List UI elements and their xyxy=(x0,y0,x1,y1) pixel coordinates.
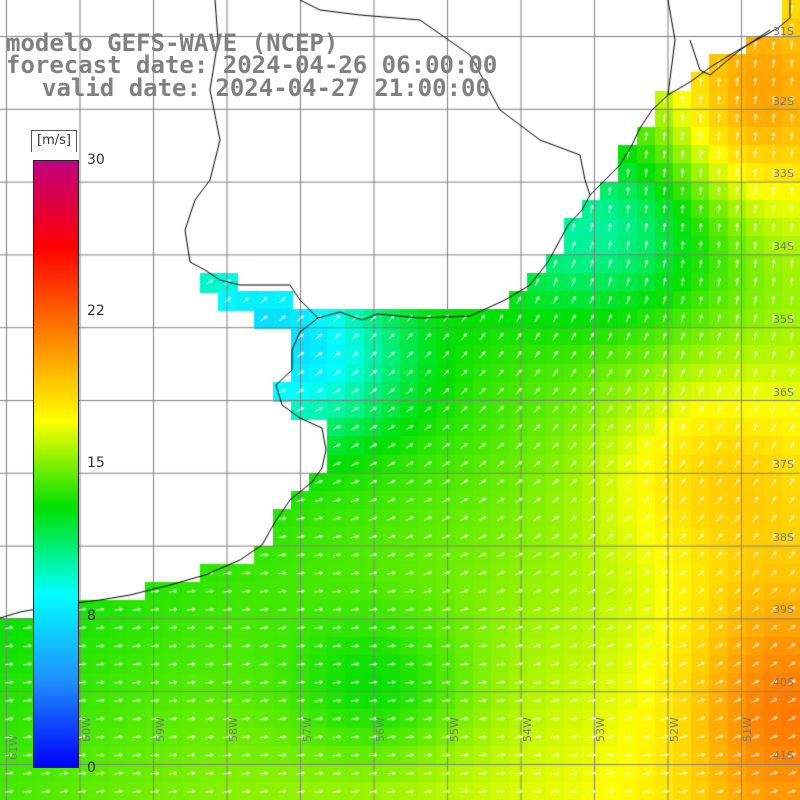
colorbar-tick: 30 xyxy=(87,152,105,168)
colorbar xyxy=(33,160,79,768)
colorbar-tick: 15 xyxy=(87,455,105,471)
longitude-label: 53W xyxy=(594,717,607,742)
colorbar-tick: 0 xyxy=(87,760,96,776)
colorbar-tick: 22 xyxy=(87,303,105,319)
longitude-label: 57W xyxy=(301,717,314,742)
latitude-label: 40S xyxy=(773,676,794,689)
longitude-label: 54W xyxy=(521,717,534,742)
longitude-label: 59W xyxy=(154,717,167,742)
latitude-label: 41S xyxy=(773,749,794,762)
longitude-label: 61W xyxy=(7,735,20,760)
longitude-label: 60W xyxy=(80,717,93,742)
latitude-label: 37S xyxy=(773,458,794,471)
longitude-label: 55W xyxy=(448,717,461,742)
latitude-label: 36S xyxy=(773,386,794,399)
latitude-label: 33S xyxy=(773,167,794,180)
longitude-label: 56W xyxy=(374,717,387,742)
latitude-label: 35S xyxy=(773,313,794,326)
longitude-label: 51W xyxy=(741,717,754,742)
latitude-label: 34S xyxy=(773,240,794,253)
map-title-forecast-date: forecast date: 2024-04-26 06:00:00 xyxy=(6,51,498,79)
map-title-model: modelo GEFS-WAVE (NCEP) xyxy=(6,29,339,57)
latitude-label: 31S xyxy=(773,25,794,38)
latitude-label: 39S xyxy=(773,603,794,616)
map-title-valid-date: valid date: 2024-04-27 21:00:00 xyxy=(42,74,490,102)
longitude-label: 58W xyxy=(227,717,240,742)
longitude-label: 52W xyxy=(668,717,681,742)
colorbar-units: [m/s] xyxy=(31,130,77,152)
latitude-label: 32S xyxy=(773,95,794,108)
colorbar-tick: 8 xyxy=(87,608,96,624)
latitude-label: 38S xyxy=(773,531,794,544)
